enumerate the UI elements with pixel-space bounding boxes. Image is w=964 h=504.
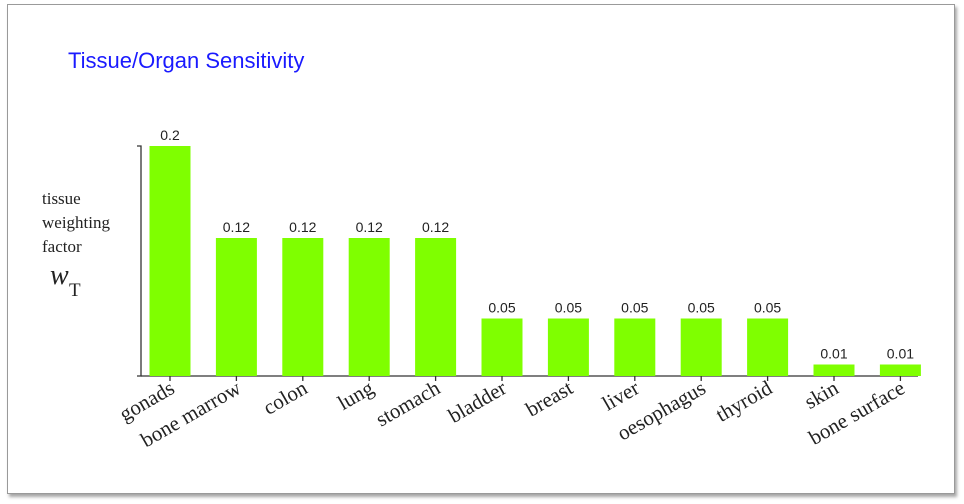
value-label-liver: 0.05 (621, 300, 648, 316)
bar-skin (813, 364, 855, 376)
category-label-thyroid: thyroid (712, 375, 777, 426)
bar-colon (282, 238, 324, 376)
category-label-stomach: stomach (371, 375, 444, 431)
value-label-oesophagus: 0.05 (688, 300, 715, 316)
y-axis-symbol: w (50, 260, 69, 291)
category-label-colon: colon (259, 375, 312, 419)
bar-lung (348, 238, 390, 376)
bar-gonads (149, 146, 191, 376)
bar-bone-surface (879, 364, 921, 376)
y-axis-label-line-3: factor (42, 237, 82, 256)
value-label-stomach: 0.12 (422, 219, 449, 235)
bar-stomach (415, 238, 457, 376)
value-labels-group: 0.2 0.12 0.12 0.12 0.12 0.05 0.05 0.05 0.05 0.05 0… (160, 127, 914, 362)
value-label-lung: 0.12 (356, 219, 383, 235)
value-label-bone-marrow: 0.12 (223, 219, 250, 235)
y-axis-label-line-2: weighting (42, 213, 110, 232)
value-label-breast: 0.05 (555, 300, 582, 316)
value-label-bladder: 0.05 (488, 300, 515, 316)
value-label-skin: 0.01 (820, 346, 847, 362)
bar-bladder (481, 318, 523, 376)
value-label-thyroid: 0.05 (754, 300, 781, 316)
y-axis-symbol-subscript: T (69, 280, 81, 301)
bar-oesophagus (680, 318, 722, 376)
bars-group (149, 146, 921, 376)
category-label-breast: breast (521, 375, 577, 421)
value-label-gonads: 0.2 (160, 127, 180, 143)
category-label-skin: skin (800, 375, 843, 414)
bar-thyroid (747, 318, 789, 376)
bar-bone-marrow (215, 238, 257, 376)
x-ticks-group (169, 376, 902, 381)
category-label-lung: lung (333, 375, 378, 415)
y-axis-line (137, 145, 142, 377)
chart-title: Tissue/Organ Sensitivity (68, 48, 304, 73)
category-label-liver: liver (598, 376, 643, 416)
y-axis-label-line-1: tissue (42, 189, 81, 208)
category-label-bladder: bladder (444, 376, 511, 428)
value-label-colon: 0.12 (289, 219, 316, 235)
bar-breast (547, 318, 589, 376)
value-label-bone-surface: 0.01 (887, 346, 914, 362)
bar-liver (614, 318, 656, 376)
